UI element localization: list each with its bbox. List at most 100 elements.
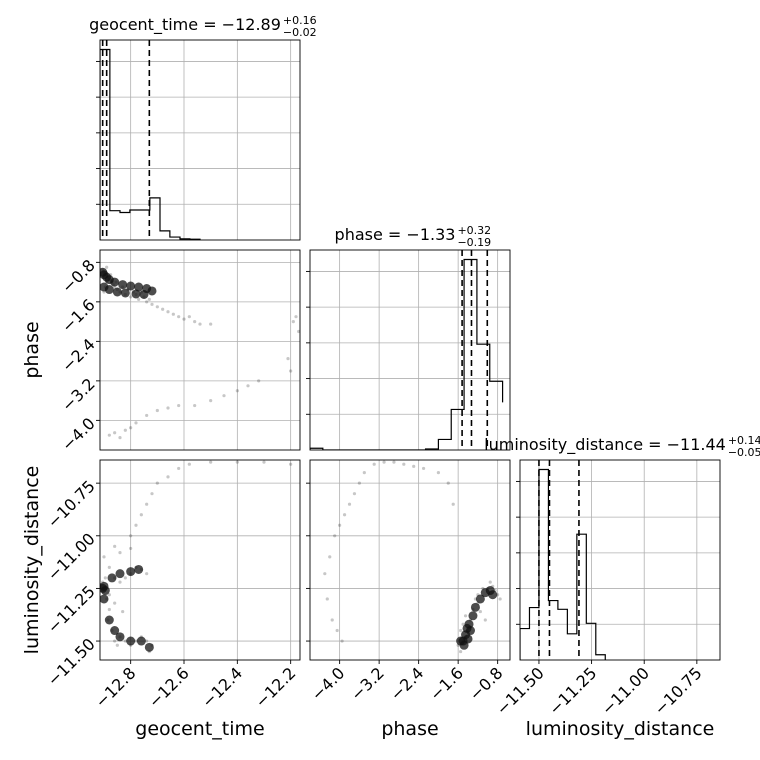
sample-point [129, 534, 133, 538]
density-core [134, 564, 144, 574]
sample-point [209, 322, 213, 326]
density-core [100, 586, 110, 596]
density-core [144, 642, 154, 652]
sample-point [451, 502, 455, 506]
sample-point [463, 614, 468, 618]
density-core [488, 590, 498, 600]
sample-point [187, 315, 191, 319]
ytick-label: −11.25 [44, 582, 99, 637]
sample-point [235, 389, 239, 393]
scatter-panel-phase-luminosity_distance [306, 459, 511, 661]
sample-point [123, 639, 127, 643]
ytick-label: −10.75 [44, 477, 99, 532]
xaxis-geocent_time: −12.8 −12.6 −12.4 −12.2 geocent_time [91, 660, 299, 740]
hist-title-main: luminosity_distance = −11.44 [484, 435, 726, 455]
density-core [100, 594, 109, 604]
sample-point [139, 513, 143, 517]
sample-point [257, 379, 261, 383]
sample-point [155, 481, 159, 485]
sample-point [193, 320, 197, 324]
sample-point [118, 436, 122, 440]
sample-point [446, 481, 450, 485]
density-core [470, 602, 480, 612]
hist-bars-geocent_time [100, 48, 201, 240]
sample-point [262, 460, 266, 464]
sample-point [105, 265, 109, 269]
density-core [107, 573, 117, 583]
sample-point [335, 628, 339, 633]
sample-point [121, 609, 125, 614]
sample-point [483, 618, 487, 622]
panel-frame [519, 459, 721, 661]
hist-title-sup: +0.14 [728, 434, 760, 447]
sample-point [222, 394, 226, 398]
sample-point [323, 572, 327, 576]
sample-point [147, 297, 151, 301]
sample-point [129, 426, 133, 430]
sample-point [113, 601, 117, 605]
sample-point [382, 460, 386, 464]
xaxis-luminosity_distance: −11.50−11.25−11.00−10.75luminosity_dista… [492, 660, 714, 740]
panel-frame [99, 459, 301, 661]
hist-panel-geocent_time: geocent_time = −12.89 +0.16−0.02 [89, 14, 317, 241]
sample-point [193, 403, 197, 408]
sample-point [330, 618, 334, 622]
sample-point [235, 460, 239, 464]
xtick-label: −2.4 [387, 663, 428, 704]
sample-point [340, 639, 344, 643]
hist-title-sub: −0.05 [728, 446, 760, 459]
xtick-label: −10.75 [650, 663, 705, 718]
hist-title-main: geocent_time = −12.89 [89, 15, 281, 35]
sample-point [352, 492, 357, 496]
hist-bars-phase [310, 258, 504, 450]
density-core [118, 280, 128, 290]
sample-point [166, 310, 170, 314]
sample-point [129, 295, 133, 299]
density-core [115, 632, 125, 642]
ytick-label: −4.0 [58, 414, 99, 455]
density-core [100, 267, 108, 277]
hist-title-sup: +0.32 [457, 224, 491, 237]
ytick-label: −3.2 [58, 374, 99, 415]
ytick-label: −2.4 [58, 335, 99, 376]
sample-point [145, 300, 149, 304]
sample-point [291, 320, 295, 324]
sample-point [325, 597, 329, 601]
density-core [112, 287, 122, 297]
xtick-label: −1.6 [426, 663, 467, 704]
sample-point [129, 546, 133, 551]
sample-point [372, 462, 376, 466]
xtick-label: −3.2 [347, 663, 388, 704]
sample-point [118, 580, 122, 584]
sample-point [113, 431, 117, 435]
density-core [126, 567, 136, 577]
hist-panel-luminosity_distance: luminosity_distance = −11.44 +0.14−0.05 [484, 434, 760, 661]
sample-point [338, 523, 342, 527]
sample-point [166, 406, 170, 410]
ytick-label: −11.00 [44, 529, 99, 584]
sample-point [155, 305, 159, 309]
xaxis-label: geocent_time [135, 718, 264, 740]
sample-point [145, 413, 149, 418]
hist-bars-luminosity_distance [520, 468, 606, 660]
sample-point [134, 421, 138, 425]
scatter-panel-geocent_time-luminosity_distance [96, 459, 301, 661]
sample-point [166, 475, 170, 479]
density-core [468, 611, 478, 621]
sample-point [113, 544, 117, 548]
density-core [475, 594, 485, 604]
sample-point [297, 329, 300, 334]
density-core [115, 569, 125, 579]
yaxis-label: phase [21, 321, 43, 378]
sample-point [357, 481, 361, 485]
sample-point [402, 462, 406, 466]
xtick-label: −12.4 [198, 663, 246, 711]
density-core [463, 634, 473, 644]
sample-point [209, 399, 213, 403]
sample-point [478, 609, 482, 614]
sample-point [134, 523, 138, 527]
hist-title-sub: −0.19 [457, 236, 491, 249]
ytick-label: −0.8 [58, 256, 99, 297]
density-core [110, 277, 120, 287]
